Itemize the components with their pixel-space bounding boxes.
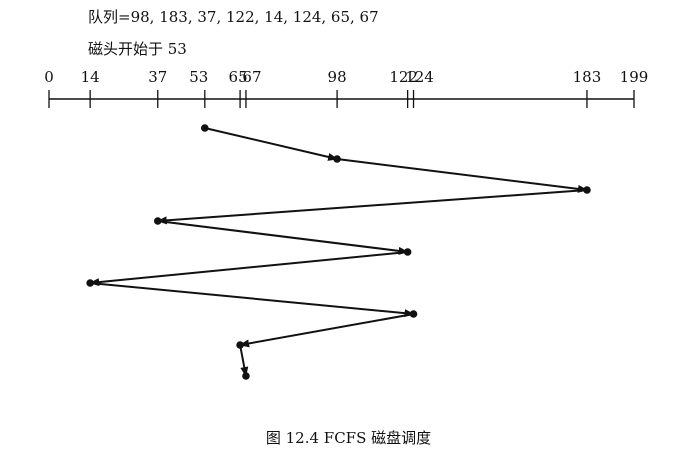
move-124-to-65 [239, 313, 414, 348]
tick-label-14: 14 [81, 68, 100, 86]
request-point-8 [236, 341, 244, 349]
tick-label-98: 98 [328, 68, 347, 86]
request-point-4 [153, 217, 162, 225]
tick-label-65: 65 [229, 68, 248, 86]
request-point-6 [86, 279, 94, 287]
move-183-to-37 [156, 189, 588, 225]
request-point-7 [409, 310, 418, 318]
move-14-to-124 [90, 282, 415, 318]
request-point-5 [403, 248, 412, 256]
request-point-3 [583, 186, 591, 194]
request-point-2 [333, 155, 341, 163]
tick-label-37: 37 [148, 68, 167, 86]
tick-label-0: 0 [44, 68, 54, 86]
tick-label-199: 199 [620, 68, 649, 86]
move-37-to-122 [157, 220, 409, 255]
move-65-to-67 [239, 344, 249, 377]
move-53-to-98 [204, 127, 339, 161]
tick-label-67: 67 [242, 68, 261, 86]
tick-label-53: 53 [189, 68, 208, 86]
head-start-label: 磁头开始于 53 [88, 40, 187, 58]
request-points [86, 124, 591, 380]
move-122-to-14 [89, 251, 408, 287]
tick-label-124: 124 [405, 68, 434, 86]
queue-label: 队列=98, 183, 37, 122, 14, 124, 65, 67 [88, 8, 379, 26]
figure-caption: 图 12.4 FCFS 磁盘调度 [265, 429, 432, 447]
request-point-1 [201, 124, 209, 132]
head-movement-path [89, 127, 588, 377]
move-98-to-183 [336, 158, 588, 193]
tick-label-183: 183 [573, 68, 602, 86]
request-point-9 [242, 372, 250, 380]
tick-label-122: 122 [389, 68, 418, 86]
